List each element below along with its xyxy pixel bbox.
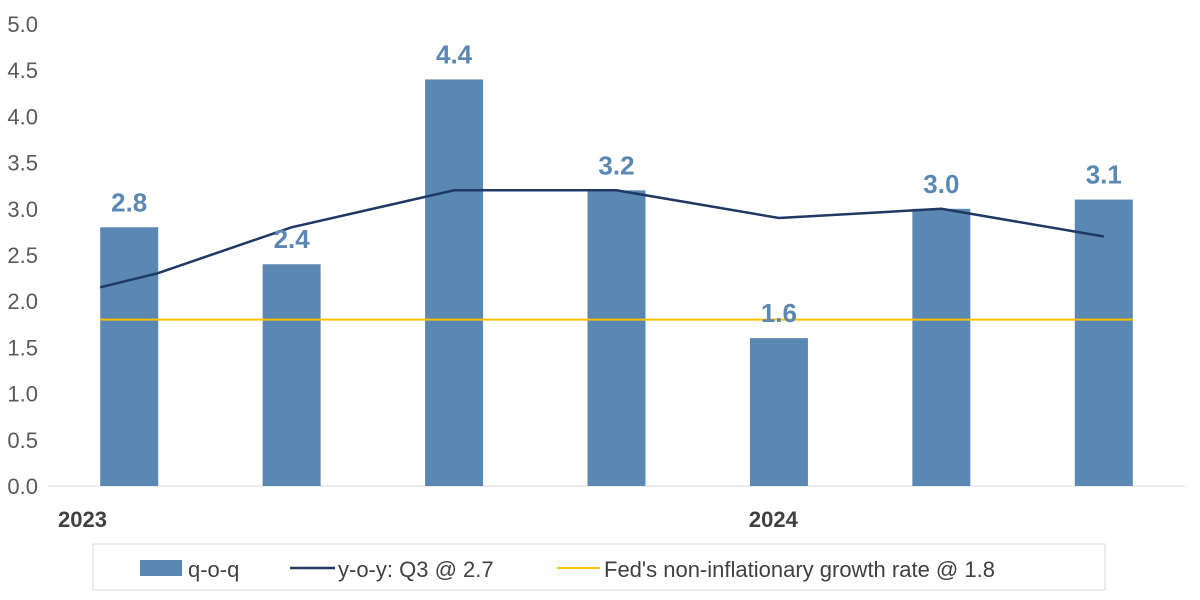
y-tick-label: 4.5 [7,58,38,83]
y-tick-label: 4.0 [7,104,38,129]
x-group-label: 2023 [58,507,107,532]
legend-label-qoq: q-o-q [188,557,239,582]
yoy-line [99,189,1105,289]
y-axis-ticks: 0.0 0.5 1.0 1.5 2.0 2.5 3.0 3.5 4.0 4.5 5.0 [7,12,38,499]
bar [912,208,971,487]
bar [749,338,808,486]
legend-label-yoy: y-o-y: Q3 @ 2.7 [338,557,494,582]
bar [100,227,159,486]
data-label: 1.6 [761,298,797,328]
bar [587,190,646,486]
y-tick-label: 1.5 [7,335,38,360]
bar [1074,199,1133,486]
data-label: 3.2 [598,150,634,180]
data-labels: 2.8 2.4 4.4 3.2 1.6 3.0 3.1 [111,39,1122,328]
bar [425,79,484,486]
x-group-label: 2024 [749,507,799,532]
y-tick-label: 1.0 [7,382,38,407]
y-tick-label: 2.5 [7,243,38,268]
data-label: 4.4 [436,39,473,69]
x-axis-categories: 2023 2024 [58,507,799,532]
legend-swatch-qoq [140,560,182,576]
line-series [99,189,1133,321]
legend-label-fed: Fed's non-inflationary growth rate @ 1.8 [604,557,995,582]
bar-series [100,79,1133,487]
y-tick-label: 3.0 [7,197,38,222]
y-tick-label: 0.5 [7,428,38,453]
y-tick-label: 5.0 [7,12,38,37]
y-tick-label: 0.0 [7,474,38,499]
data-label: 3.0 [923,169,959,199]
legend: q-o-q y-o-y: Q3 @ 2.7 Fed's non-inflationa… [92,543,1106,591]
data-label: 2.4 [274,224,311,254]
bar [262,264,321,486]
y-tick-label: 3.5 [7,151,38,176]
data-label: 3.1 [1086,160,1122,190]
y-tick-label: 2.0 [7,289,38,314]
data-label: 2.8 [111,187,147,217]
